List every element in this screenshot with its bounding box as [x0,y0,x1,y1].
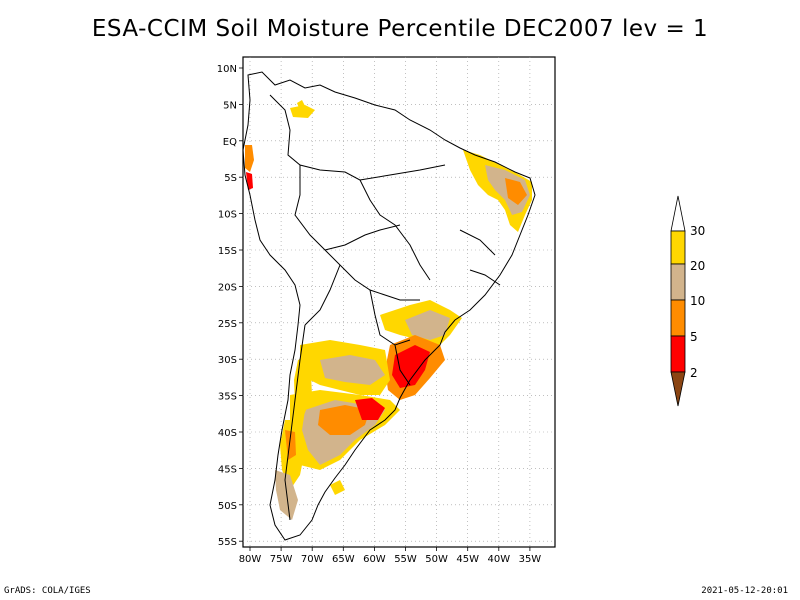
lat-tick-label: 5S [224,173,237,184]
lon-tick-label: 55W [394,554,417,565]
footer-timestamp: 2021-05-12-20:01 [701,586,788,596]
colombia-yellow [297,100,305,108]
lon-tick-label: 40W [487,554,510,565]
colorbar-label-30: 30 [690,224,705,238]
lon-tick-label: 80W [239,554,262,565]
lat-tick-label: 50S [218,501,237,512]
colorbar-label-20: 20 [690,259,705,273]
colorbar-bin-5-10 [670,299,686,337]
lat-tick-label: 5N [223,100,237,111]
colorbar-label-2: 2 [690,366,698,380]
lat-tick-label: 10N [217,64,237,75]
c-argentina-orange [318,405,370,435]
mid-yellow-patch [330,480,345,495]
footer-credit: GrADS: COLA/IGES [4,586,91,596]
colorbar: 30 20 10 5 2 [670,195,705,407]
lat-tick-label: 45S [218,464,237,475]
map-title: ESA-CCIM Soil Moisture Percentile DEC200… [91,16,709,42]
lat-tick-label: 10S [218,210,237,221]
colorbar-bin-20-30 [670,230,686,265]
uruguay-red [392,345,430,388]
lat-tick-label: 30S [218,355,237,366]
lon-tick-label: 60W [363,554,386,565]
colorbar-label-10: 10 [690,294,705,308]
colorbar-bin-2-5 [670,335,686,373]
lat-tick-label: 35S [218,392,237,403]
lat-tick-label: 15S [218,246,237,257]
lat-tick-label: 40S [218,428,237,439]
patagonia-orange [285,430,296,460]
ne-brazil-orange [505,178,527,205]
colorbar-bottom-arrow [670,371,686,407]
lat-tick-label: 25S [218,319,237,330]
map-ticks: 10N 5N EQ 5S 10S 15S 20S 25S 30S 35S 40S 45S 50S 55S8… [217,64,542,565]
lat-tick-label: 55S [218,537,237,548]
n-argentina-tan [320,355,385,385]
lat-tick-label: 20S [218,282,237,293]
venezuela-yellow [290,105,315,118]
lon-tick-label: 65W [332,554,355,565]
coastline [242,71,536,541]
colorbar-top-arrow [670,195,686,232]
lon-tick-label: 75W [270,554,293,565]
ecuador-orange [245,145,254,172]
lat-tick-label: EQ [223,137,237,148]
se-brazil-tan [405,310,450,340]
colorbar-bin-10-20 [670,263,686,301]
lon-tick-label: 70W [301,554,324,565]
colorbar-label-5: 5 [690,330,698,344]
soil-moisture-shading [245,100,532,520]
lon-tick-label: 35W [519,554,542,565]
lon-tick-label: 45W [456,554,479,565]
c-argentina-red [355,398,385,420]
lon-tick-label: 50W [425,554,448,565]
